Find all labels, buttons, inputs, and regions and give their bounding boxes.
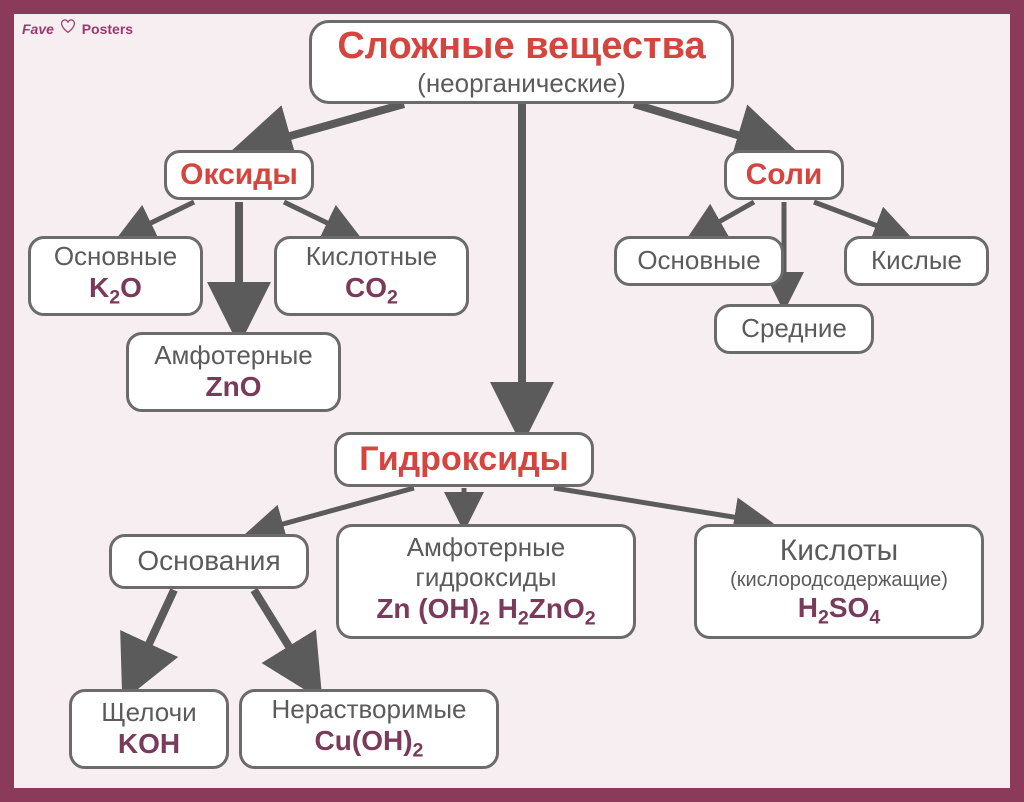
node-amphoteric-oxides: Амфотерные ZnO (126, 332, 341, 412)
node-acid-salts: Кислые (844, 236, 989, 286)
basic-oxides-formula: K2O (89, 272, 142, 309)
alkalis-formula: KOH (118, 728, 180, 760)
node-medium-salts: Средние (714, 304, 874, 354)
node-insoluble: Нерастворимые Cu(OH)2 (239, 689, 499, 769)
acids-note: (кислородсодержащие) (730, 569, 948, 592)
amph-hydrox-formula: Zn (OH)2 H2ZnO2 (376, 593, 595, 630)
outer-frame: Fave Posters Сложные вещества (неорганич… (0, 0, 1024, 802)
acids-label: Кислоты (780, 534, 898, 569)
node-oxides: Оксиды (164, 150, 314, 200)
heart-icon (58, 18, 78, 34)
node-bases: Основания (109, 534, 309, 589)
node-salts: Соли (724, 150, 844, 200)
node-acids: Кислоты (кислородсодержащие) H2SO4 (694, 524, 984, 639)
amphoteric-oxides-label: Амфотерные (154, 341, 313, 371)
root-subtitle: (неорганические) (417, 69, 626, 99)
alkalis-label: Щелочи (101, 698, 196, 728)
amph-hydrox-label2: гидроксиды (415, 563, 556, 593)
medium-salts-label: Средние (741, 314, 847, 344)
basic-oxides-label: Основные (54, 242, 177, 272)
salts-label: Соли (746, 158, 823, 193)
node-root: Сложные вещества (неорганические) (309, 20, 734, 104)
amph-hydrox-label: Амфотерные (407, 533, 566, 563)
node-amphoteric-hydroxides: Амфотерные гидроксиды Zn (OH)2 H2ZnO2 (336, 524, 636, 639)
oxides-label: Оксиды (180, 158, 298, 193)
insoluble-formula: Cu(OH)2 (315, 725, 424, 762)
node-hydroxides: Гидроксиды (334, 432, 594, 487)
logo-text-2: Posters (82, 21, 133, 37)
node-basic-salts: Основные (614, 236, 784, 286)
node-acid-oxides: Кислотные CO2 (274, 236, 469, 316)
hydroxides-label: Гидроксиды (359, 440, 568, 479)
acids-formula: H2SO4 (798, 592, 881, 629)
logo-text-1: Fave (22, 21, 54, 37)
node-alkalis: Щелочи KOH (69, 689, 229, 769)
inner-frame: Fave Posters Сложные вещества (неорганич… (12, 12, 1012, 790)
amphoteric-oxides-formula: ZnO (206, 371, 262, 403)
node-basic-oxides: Основные K2O (28, 236, 203, 316)
bases-label: Основания (137, 545, 280, 577)
acid-salts-label: Кислые (871, 246, 962, 276)
insoluble-label: Нерастворимые (271, 695, 466, 725)
basic-salts-label: Основные (637, 246, 760, 276)
acid-oxides-label: Кислотные (306, 242, 437, 272)
logo: Fave Posters (22, 18, 133, 37)
root-title: Сложные вещества (337, 25, 705, 69)
acid-oxides-formula: CO2 (345, 272, 398, 309)
